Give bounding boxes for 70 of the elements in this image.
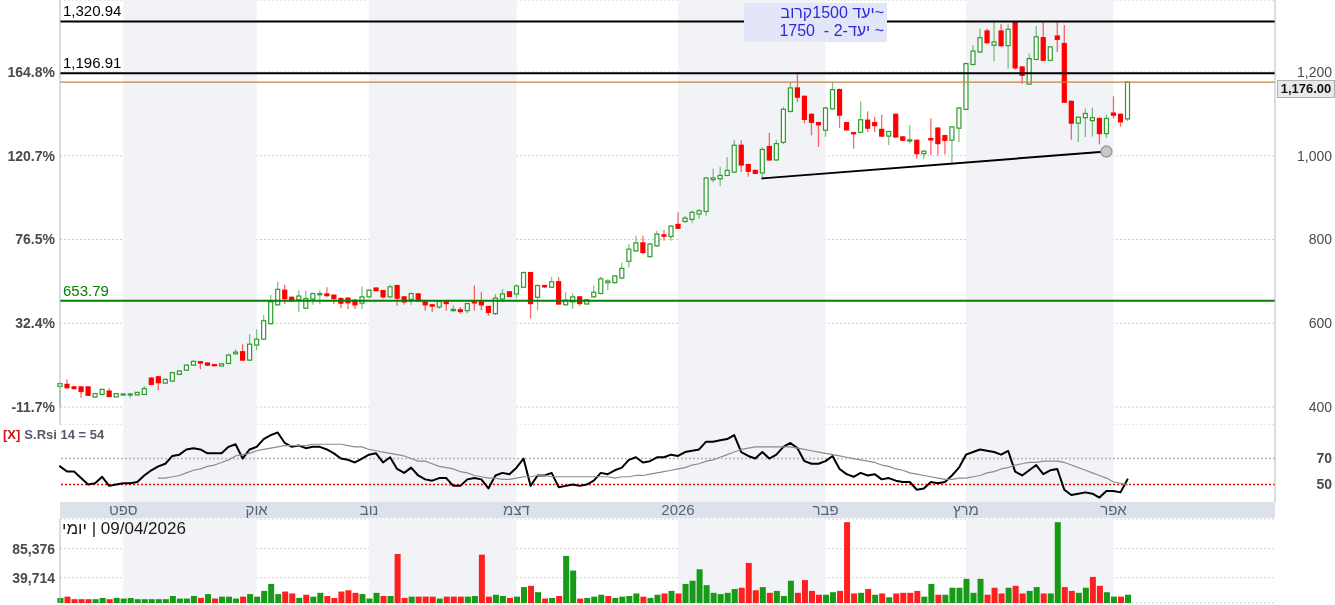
bar bbox=[380, 596, 387, 603]
x-tick-label: 2026 bbox=[661, 501, 695, 518]
y-tick-label: 800 bbox=[1308, 231, 1333, 248]
bar bbox=[535, 592, 542, 603]
x-tick-label: ספט bbox=[108, 501, 138, 518]
annotation: ~ יעד-2 - 1750 bbox=[778, 22, 884, 40]
bar bbox=[977, 578, 984, 603]
bar bbox=[935, 594, 942, 603]
bar bbox=[661, 593, 668, 603]
y2-tick-label: 164.8% bbox=[7, 63, 56, 80]
bar bbox=[549, 597, 556, 603]
y-tick-label: 1,000 bbox=[1296, 147, 1333, 164]
x-tick-label: מרץ bbox=[953, 501, 979, 518]
bar bbox=[675, 593, 682, 603]
ref-line-label: 1,176.00 bbox=[1277, 80, 1335, 99]
candlestick bbox=[661, 229, 667, 242]
x-tick-label: אוק bbox=[245, 501, 269, 518]
bar bbox=[303, 594, 310, 603]
bar bbox=[296, 597, 303, 603]
x-tick-label: דצמ bbox=[503, 501, 530, 518]
bar bbox=[1005, 587, 1012, 603]
bar bbox=[766, 592, 773, 603]
bar bbox=[872, 594, 879, 603]
candlestick bbox=[675, 211, 681, 230]
bar bbox=[197, 597, 204, 603]
y-tick-label: 50 bbox=[1316, 476, 1333, 493]
bar bbox=[240, 596, 247, 603]
line-series bbox=[59, 431, 1129, 499]
note-box: ~יעד 1500קרוב ~ יעד-2 - 1750 bbox=[744, 3, 887, 42]
y-tick-label: 39,714 bbox=[12, 569, 56, 586]
bar bbox=[858, 592, 865, 603]
bar bbox=[1040, 593, 1047, 603]
bar bbox=[879, 593, 886, 603]
bar bbox=[1125, 594, 1131, 603]
bar bbox=[886, 597, 893, 603]
text: [X] bbox=[3, 427, 21, 442]
y2-tick-label: 32.4% bbox=[15, 315, 56, 332]
line-series bbox=[157, 443, 1129, 486]
chart-title: 09/04/2026 | יומי bbox=[62, 519, 186, 538]
ref-line-label: 653.79 bbox=[63, 281, 109, 299]
annotation: ~יעד 1500קרוב bbox=[779, 4, 884, 22]
bar bbox=[506, 597, 513, 603]
bar bbox=[106, 599, 113, 603]
bar bbox=[408, 596, 415, 603]
y2-tick-label: -11.7% bbox=[11, 398, 56, 415]
bar bbox=[865, 589, 872, 603]
ref-line-label: 1,196.91 bbox=[63, 54, 122, 72]
y-tick-label: 1,200 bbox=[1296, 63, 1333, 80]
y-tick-label: 600 bbox=[1308, 315, 1333, 332]
bar bbox=[640, 596, 647, 603]
bar bbox=[387, 596, 394, 603]
x-tick-label: נוב bbox=[359, 501, 379, 518]
bar bbox=[605, 596, 612, 603]
bar bbox=[556, 596, 563, 603]
x-tick-label: אפר bbox=[1100, 501, 1128, 518]
y2-tick-label: 120.7% bbox=[7, 147, 56, 164]
bar bbox=[1117, 596, 1124, 603]
bar bbox=[528, 585, 535, 603]
chart-title: S.Rsi 14 = 54 bbox=[24, 427, 105, 442]
bar bbox=[668, 590, 675, 603]
y-tick-label: 400 bbox=[1308, 398, 1333, 415]
y2-tick-label: 76.5% bbox=[15, 231, 56, 248]
bar bbox=[204, 594, 211, 603]
bar bbox=[759, 587, 766, 603]
y-tick-label: 85,376 bbox=[12, 540, 56, 557]
ref-line-label: 1,320.94 bbox=[63, 2, 122, 20]
x-tick-label: פבר bbox=[812, 501, 839, 518]
y-tick-label: 70 bbox=[1316, 450, 1333, 467]
bar bbox=[359, 594, 366, 603]
candlestick bbox=[893, 112, 899, 139]
